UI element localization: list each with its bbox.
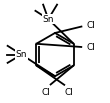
Text: Cl: Cl — [64, 88, 73, 97]
Text: Sn: Sn — [16, 50, 27, 59]
Text: Sn: Sn — [43, 15, 54, 24]
Text: Cl: Cl — [87, 21, 96, 30]
Text: Cl: Cl — [42, 88, 51, 97]
Text: Cl: Cl — [87, 43, 96, 52]
